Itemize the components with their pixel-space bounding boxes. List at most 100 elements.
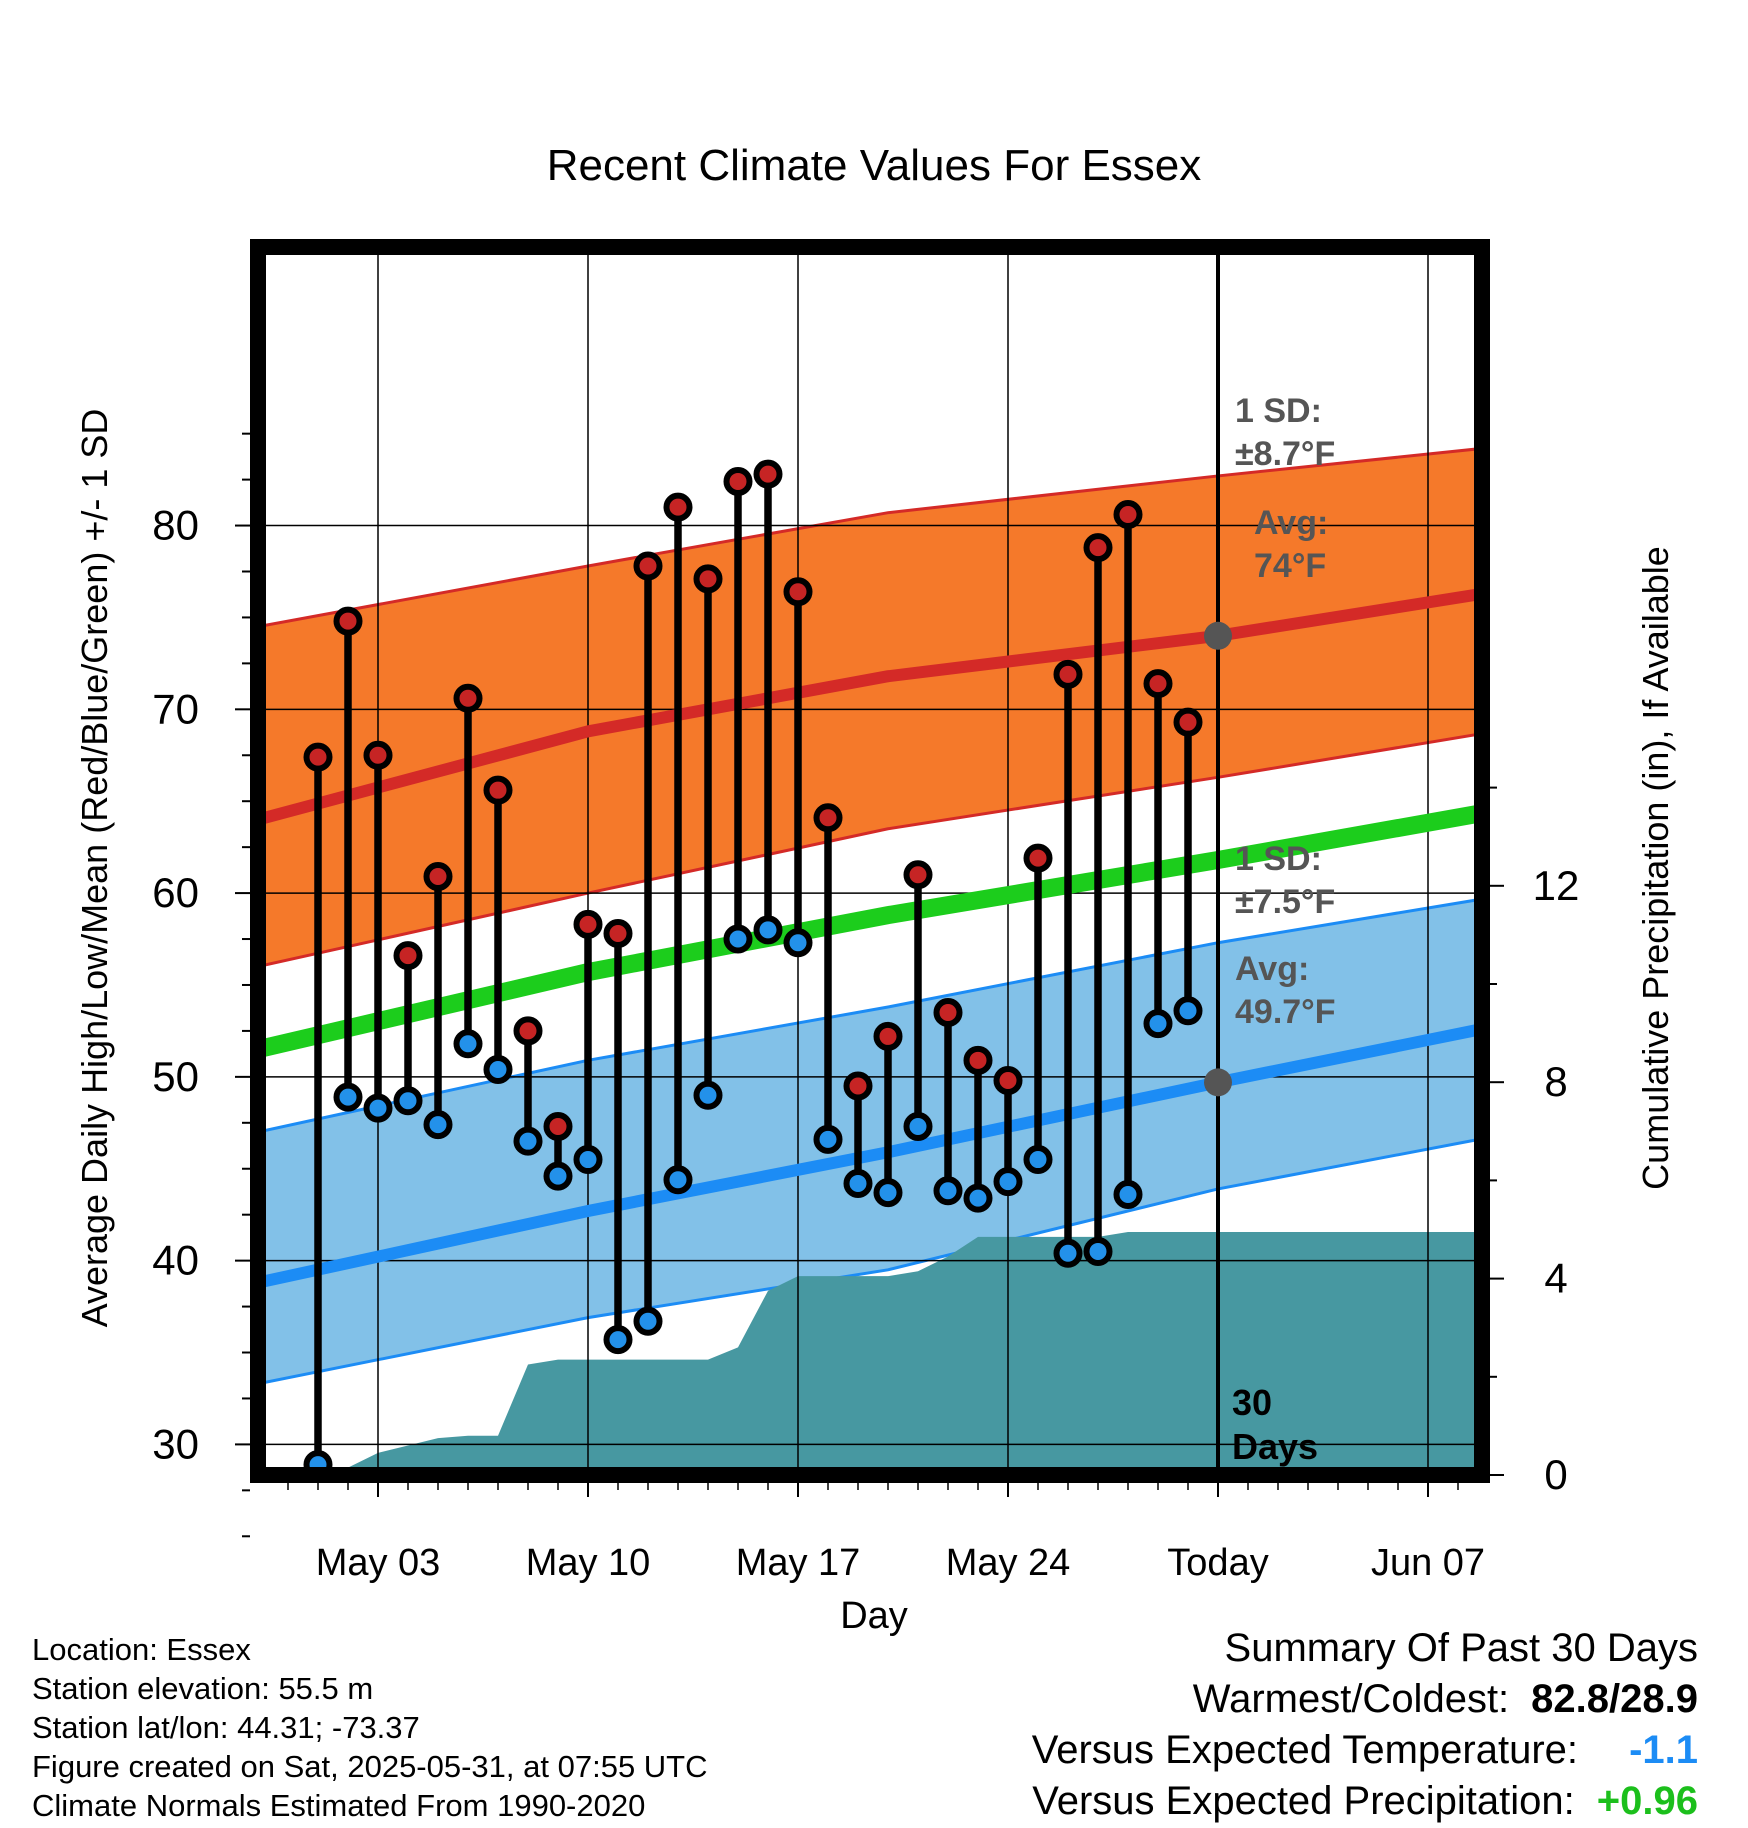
daily-low-point — [573, 1145, 603, 1175]
precip-departure-label: Versus Expected Precipitation: — [1032, 1779, 1575, 1823]
y-axis-label: Average Daily High/Low/Mean (Red/Blue/Gr… — [74, 409, 115, 1328]
low-avg-value: 49.7°F — [1235, 993, 1336, 1031]
high-sd-label: 1 SD: — [1235, 392, 1322, 430]
daily-low-point — [903, 1111, 933, 1141]
station-info: Location: Essex Station elevation: 55.5 … — [32, 1630, 708, 1825]
daily-high-point — [363, 740, 393, 770]
high-avg-value: 74°F — [1254, 547, 1326, 585]
y-tick-label: 70 — [152, 685, 199, 732]
low-avg-label: Avg: — [1235, 950, 1309, 988]
x-tick-label: May 17 — [736, 1542, 861, 1584]
precip-departure-value: +0.96 — [1596, 1779, 1698, 1823]
x-tick-label: May 10 — [526, 1542, 651, 1584]
low-sd-label: 1 SD: — [1235, 840, 1322, 878]
daily-low-point — [333, 1082, 363, 1112]
summary-panel: Summary Of Past 30 Days Warmest/Coldest:… — [1032, 1623, 1698, 1827]
y2-tick-label: 12 — [1533, 862, 1580, 909]
y-tick-label: 50 — [152, 1053, 199, 1100]
daily-low-point — [993, 1167, 1023, 1197]
daily-high-point — [753, 459, 783, 489]
daily-high-point — [1023, 843, 1053, 873]
daily-low-point — [1173, 996, 1203, 1026]
plot-frame — [250, 239, 1490, 1483]
climate-normals-note: Climate Normals Estimated From 1990-2020 — [32, 1788, 646, 1823]
daily-high-point — [633, 551, 663, 581]
daily-low-point — [813, 1124, 843, 1154]
x-tick-label: May 24 — [946, 1542, 1071, 1584]
high-normal-line — [258, 587, 1482, 826]
chart-title: Recent Climate Values For Essex — [547, 141, 1202, 190]
precip-area — [318, 1231, 1482, 1475]
y2-tick-label: 8 — [1544, 1058, 1567, 1105]
daily-high-point — [513, 1016, 543, 1046]
y-tick-label: 80 — [152, 502, 199, 549]
summary-title: Summary Of Past 30 Days — [1224, 1626, 1698, 1670]
x-axis-label: Day — [840, 1595, 908, 1637]
plot-content: 1 SD: ±8.7°F Avg: 74°F 1 SD: ±7.5°F Avg: 49.7°F… — [258, 247, 1482, 1475]
daily-high-point — [483, 775, 513, 805]
daily-high-point — [423, 862, 453, 892]
daily-high-point — [333, 606, 363, 636]
daily-high-point — [573, 909, 603, 939]
daily-low-point — [633, 1306, 663, 1336]
daily-low-point — [1113, 1179, 1143, 1209]
warmest-coldest-value: 82.8/28.9 — [1531, 1677, 1698, 1721]
warmest-coldest-label: Warmest/Coldest: — [1192, 1677, 1510, 1721]
daily-low-point — [543, 1161, 573, 1191]
daily-high-point — [603, 919, 633, 949]
daily-mean-normal-line — [258, 803, 1482, 1059]
daily-low-point — [783, 928, 813, 958]
daily-high-point — [933, 998, 963, 1028]
daily-low-point — [363, 1093, 393, 1123]
high-sd-band — [258, 448, 1482, 967]
y-tick-label: 60 — [152, 869, 199, 916]
x-tick-label: Today — [1167, 1542, 1268, 1584]
low-sd-upper-edge — [258, 897, 1482, 1134]
daily-low-point — [693, 1080, 723, 1110]
high-avg-label: Avg: — [1254, 504, 1328, 542]
y-tick-label: 40 — [152, 1237, 199, 1284]
precip-departure-row: Versus Expected Precipitation: +0.96 — [1032, 1776, 1698, 1827]
daily-low-point — [933, 1176, 963, 1206]
station-elevation: Station elevation: 55.5 m — [32, 1671, 374, 1706]
daily-low-point — [1053, 1238, 1083, 1268]
daily-low-point — [663, 1165, 693, 1195]
daily-low-point — [513, 1126, 543, 1156]
x-tick-label: Jun 07 — [1371, 1542, 1485, 1584]
daily-high-point — [963, 1045, 993, 1075]
today-low-avg-marker — [1204, 1068, 1232, 1097]
daily-low-point — [423, 1110, 453, 1140]
today-window-number: 30 — [1232, 1382, 1272, 1423]
daily-high-point — [723, 466, 753, 496]
daily-high-point — [303, 742, 333, 772]
y2-tick-label: 0 — [1544, 1451, 1567, 1498]
daily-high-point — [663, 492, 693, 522]
daily-high-point — [693, 564, 723, 594]
warmest-coldest-row: Warmest/Coldest: 82.8/28.9 — [1032, 1674, 1698, 1725]
daily-high-point — [1053, 659, 1083, 689]
daily-high-point — [813, 803, 843, 833]
daily-high-point — [903, 860, 933, 890]
daily-low-point — [1023, 1145, 1053, 1175]
daily-high-point — [1083, 533, 1113, 563]
daily-low-point — [1143, 1009, 1173, 1039]
daily-high-point — [873, 1021, 903, 1051]
high-sd-value: ±8.7°F — [1235, 435, 1335, 473]
daily-low-point — [873, 1178, 903, 1208]
today-window-unit: Days — [1232, 1426, 1318, 1467]
daily-low-point — [1083, 1236, 1113, 1266]
daily-low-point — [483, 1055, 513, 1085]
daily-low-point — [393, 1086, 423, 1116]
y2-axis-label: Cumulative Precipitation (in), If Availa… — [1635, 546, 1676, 1190]
daily-high-point — [543, 1111, 573, 1141]
daily-high-point — [453, 683, 483, 713]
x-tick-label: May 03 — [316, 1542, 441, 1584]
y-tick-label: 30 — [152, 1420, 199, 1467]
figure-created: Figure created on Sat, 2025-05-31, at 07… — [32, 1749, 708, 1784]
daily-low-point — [453, 1029, 483, 1059]
y2-tick-label: 4 — [1544, 1255, 1567, 1302]
low-sd-value: ±7.5°F — [1235, 883, 1335, 921]
daily-low-point — [753, 915, 783, 945]
daily-high-point — [1113, 500, 1143, 530]
